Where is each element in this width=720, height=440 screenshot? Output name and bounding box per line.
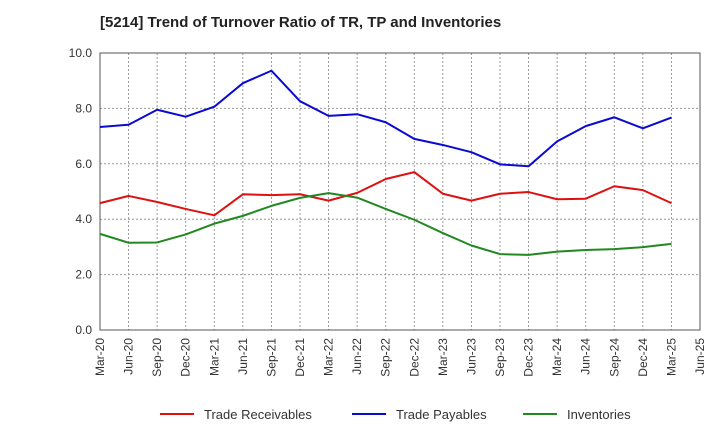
- series-line-2: [99, 192, 672, 256]
- x-tick-label: Mar-24: [550, 338, 564, 376]
- y-tick-label: 4.0: [75, 212, 92, 226]
- legend-label-1: Trade Payables: [396, 407, 487, 422]
- x-tick-label: Mar-23: [436, 338, 450, 376]
- x-tick-label: Sep-23: [493, 338, 507, 377]
- chart-title: [5214] Trend of Turnover Ratio of TR, TP…: [100, 14, 502, 31]
- x-tick-label: Jun-22: [350, 338, 364, 375]
- x-tick-label: Jun-23: [464, 338, 478, 375]
- x-tick-label: Jun-20: [122, 338, 136, 375]
- y-tick-label: 8.0: [75, 101, 92, 115]
- legend-label-2: Inventories: [567, 407, 631, 422]
- x-tick-label: Dec-21: [293, 338, 307, 377]
- x-tick-label: Dec-22: [407, 338, 421, 377]
- x-tick-label: Sep-22: [379, 338, 393, 377]
- plot-frame: [99, 52, 701, 331]
- x-tick-label: Jun-24: [579, 338, 593, 375]
- y-tick-label: 0.0: [75, 323, 92, 337]
- x-tick-label: Jun-25: [693, 338, 707, 375]
- y-tick-label: 10.0: [69, 46, 93, 60]
- x-tick-label: Mar-21: [207, 338, 221, 376]
- series-line-1: [99, 69, 672, 168]
- x-tick-label: Dec-23: [522, 338, 536, 377]
- x-tick-label: Sep-21: [264, 338, 278, 377]
- x-tick-label: Dec-20: [179, 338, 193, 377]
- x-tick-label: Mar-25: [664, 338, 678, 376]
- x-tick-label: Sep-24: [607, 338, 621, 377]
- legend-label-0: Trade Receivables: [204, 407, 312, 422]
- x-tick-label: Sep-20: [150, 338, 164, 377]
- series-line-0: [99, 171, 672, 217]
- x-tick-label: Mar-22: [322, 338, 336, 376]
- x-tick-label: Dec-24: [636, 338, 650, 377]
- x-tick-label: Mar-20: [93, 338, 107, 376]
- y-tick-label: 2.0: [75, 268, 92, 282]
- x-tick-label: Jun-21: [236, 338, 250, 375]
- y-tick-label: 6.0: [75, 157, 92, 171]
